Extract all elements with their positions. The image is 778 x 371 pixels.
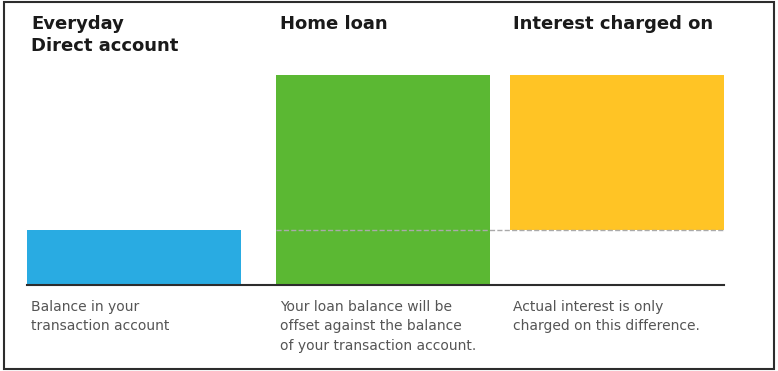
Text: Interest charged on: Interest charged on <box>513 15 713 33</box>
Text: Balance in your
transaction account: Balance in your transaction account <box>31 300 170 333</box>
Bar <box>276 75 490 285</box>
Text: Everyday
Direct account: Everyday Direct account <box>31 15 178 55</box>
Bar <box>510 75 724 230</box>
Text: Your loan balance will be
offset against the balance
of your transaction account: Your loan balance will be offset against… <box>280 300 476 353</box>
Bar <box>27 230 241 285</box>
Text: Home loan: Home loan <box>280 15 387 33</box>
Text: Actual interest is only
charged on this difference.: Actual interest is only charged on this … <box>513 300 700 333</box>
